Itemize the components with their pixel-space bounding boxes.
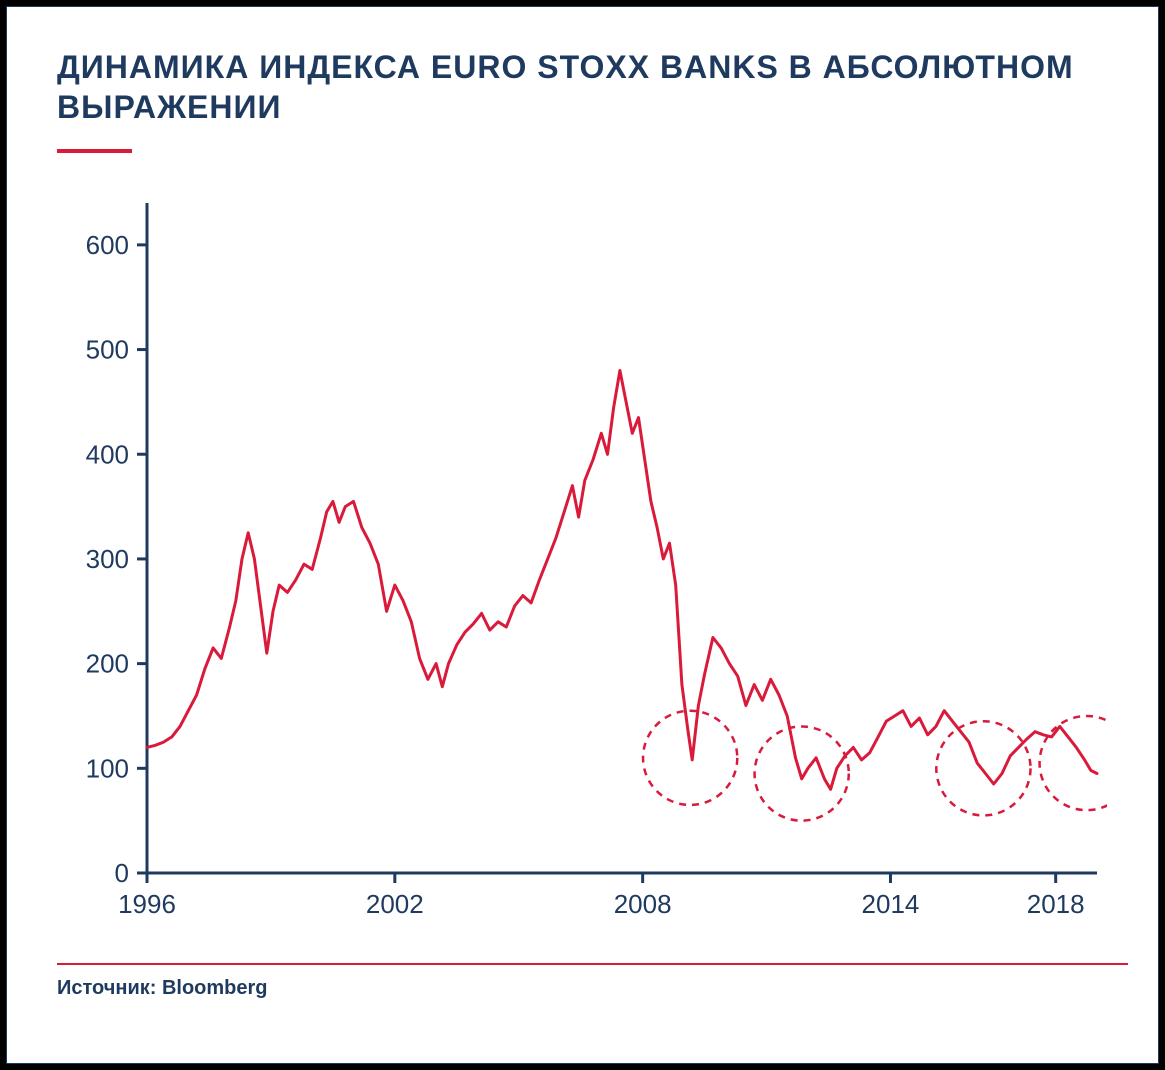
svg-text:2002: 2002 <box>366 889 424 919</box>
svg-text:400: 400 <box>86 439 129 469</box>
chart-card: ДИНАМИКА ИНДЕКСА EURO STOXX BANKS В АБСО… <box>6 6 1159 1064</box>
chart-area: 0 100 200 300 400 500 600 1996 2002 2008 2014 2018 <box>57 193 1107 943</box>
svg-text:200: 200 <box>86 649 129 679</box>
svg-text:2014: 2014 <box>862 889 920 919</box>
chart-title: ДИНАМИКА ИНДЕКСА EURO STOXX BANKS В АБСО… <box>57 47 1128 127</box>
svg-text:300: 300 <box>86 544 129 574</box>
svg-text:1996: 1996 <box>118 889 176 919</box>
svg-text:500: 500 <box>86 335 129 365</box>
svg-text:2008: 2008 <box>614 889 672 919</box>
bottom-rule <box>57 963 1128 965</box>
svg-text:0: 0 <box>115 858 129 888</box>
line-chart-svg: 0 100 200 300 400 500 600 1996 2002 2008 2014 2018 <box>57 193 1107 943</box>
source-text: Источник: Bloomberg <box>57 977 1128 1000</box>
svg-text:100: 100 <box>86 753 129 783</box>
svg-text:2018: 2018 <box>1027 889 1085 919</box>
svg-text:600: 600 <box>86 230 129 260</box>
accent-bar <box>57 149 132 153</box>
